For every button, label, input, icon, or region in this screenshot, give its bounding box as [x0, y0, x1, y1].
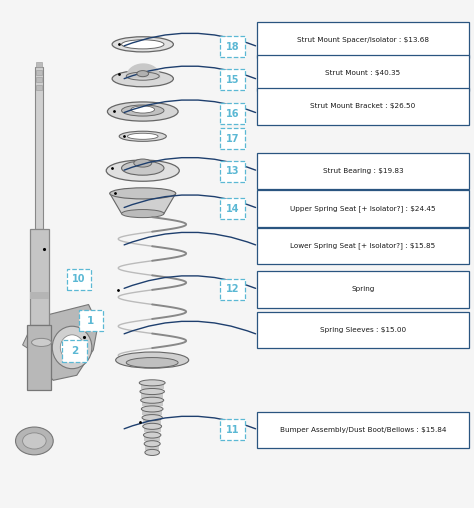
FancyBboxPatch shape: [220, 419, 245, 440]
Bar: [27, 325, 51, 391]
Bar: [144, 426, 161, 432]
FancyBboxPatch shape: [257, 88, 469, 124]
Ellipse shape: [137, 71, 149, 77]
Text: Lower Spring Seat [+ Isolator?] : $15.85: Lower Spring Seat [+ Isolator?] : $15.85: [291, 242, 436, 249]
Ellipse shape: [140, 389, 164, 395]
Ellipse shape: [116, 352, 189, 368]
Bar: [35, 67, 43, 229]
FancyBboxPatch shape: [257, 55, 469, 91]
Text: Strut Mount Spacer/Isolator : $13.68: Strut Mount Spacer/Isolator : $13.68: [297, 37, 429, 43]
Circle shape: [52, 326, 92, 369]
Ellipse shape: [121, 209, 164, 217]
Ellipse shape: [128, 133, 158, 139]
Text: Spring: Spring: [351, 287, 375, 293]
Ellipse shape: [126, 358, 178, 368]
Bar: [36, 70, 42, 75]
Ellipse shape: [134, 159, 152, 167]
Text: Strut Bearing : $19.83: Strut Bearing : $19.83: [323, 168, 403, 174]
Polygon shape: [23, 320, 51, 353]
FancyBboxPatch shape: [257, 22, 469, 58]
Bar: [145, 444, 159, 450]
Ellipse shape: [23, 433, 46, 449]
Polygon shape: [110, 194, 176, 213]
FancyBboxPatch shape: [220, 103, 245, 124]
Bar: [30, 292, 48, 300]
Text: Upper Spring Seat [+ Isolator?] : $24.45: Upper Spring Seat [+ Isolator?] : $24.45: [290, 205, 436, 212]
FancyBboxPatch shape: [220, 161, 245, 182]
Bar: [142, 400, 163, 406]
Ellipse shape: [119, 131, 166, 141]
Text: Strut Mount Bracket : $26.50: Strut Mount Bracket : $26.50: [310, 104, 416, 110]
Ellipse shape: [145, 450, 159, 456]
Circle shape: [60, 335, 84, 360]
Ellipse shape: [139, 380, 165, 386]
Text: Bumper Assembly/Dust Boot/Bellows : $15.84: Bumper Assembly/Dust Boot/Bellows : $15.…: [280, 427, 447, 433]
FancyBboxPatch shape: [257, 311, 469, 348]
FancyBboxPatch shape: [220, 198, 245, 219]
FancyBboxPatch shape: [257, 228, 469, 264]
Ellipse shape: [143, 423, 162, 429]
Text: 18: 18: [226, 42, 239, 52]
Bar: [143, 418, 161, 424]
Ellipse shape: [112, 71, 173, 87]
Bar: [140, 383, 164, 389]
Ellipse shape: [142, 415, 162, 421]
Text: 15: 15: [226, 75, 239, 85]
Bar: [141, 392, 163, 398]
FancyBboxPatch shape: [220, 36, 245, 57]
Ellipse shape: [16, 427, 53, 455]
Ellipse shape: [121, 105, 164, 116]
FancyBboxPatch shape: [257, 271, 469, 307]
FancyBboxPatch shape: [220, 279, 245, 300]
Text: 10: 10: [73, 274, 86, 284]
Text: 11: 11: [226, 425, 239, 435]
Bar: [30, 229, 48, 325]
FancyBboxPatch shape: [257, 153, 469, 189]
Text: 2: 2: [71, 346, 78, 356]
FancyBboxPatch shape: [220, 128, 245, 149]
FancyBboxPatch shape: [62, 340, 87, 362]
Ellipse shape: [112, 37, 173, 52]
Text: 1: 1: [87, 315, 94, 326]
Bar: [36, 85, 42, 90]
Bar: [36, 77, 42, 82]
FancyBboxPatch shape: [220, 69, 245, 90]
Text: 17: 17: [226, 134, 239, 144]
Bar: [142, 409, 162, 415]
Ellipse shape: [110, 188, 176, 199]
Text: 14: 14: [226, 204, 239, 213]
Ellipse shape: [144, 441, 160, 447]
FancyBboxPatch shape: [257, 411, 469, 448]
Bar: [145, 435, 160, 441]
FancyBboxPatch shape: [79, 310, 103, 331]
Text: 12: 12: [226, 284, 239, 294]
Ellipse shape: [131, 106, 155, 113]
Text: 13: 13: [226, 166, 239, 176]
Ellipse shape: [144, 432, 161, 438]
FancyBboxPatch shape: [257, 190, 469, 227]
Text: 16: 16: [226, 109, 239, 118]
Ellipse shape: [32, 338, 51, 346]
Ellipse shape: [108, 102, 178, 121]
Bar: [36, 62, 42, 67]
Ellipse shape: [141, 406, 163, 412]
FancyBboxPatch shape: [67, 269, 91, 290]
Ellipse shape: [121, 40, 164, 49]
Text: Spring Sleeves : $15.00: Spring Sleeves : $15.00: [320, 327, 406, 333]
Ellipse shape: [121, 161, 164, 175]
Ellipse shape: [106, 160, 179, 181]
Text: Strut Mount : $40.35: Strut Mount : $40.35: [326, 70, 401, 76]
Ellipse shape: [141, 397, 164, 403]
Polygon shape: [36, 304, 98, 380]
